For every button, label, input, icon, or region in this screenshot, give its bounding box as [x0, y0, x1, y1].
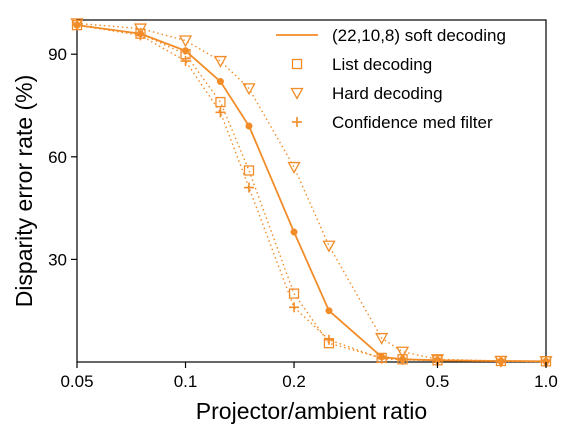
series-line: [76, 22, 547, 363]
data-point: [325, 307, 333, 315]
data-point: [397, 354, 408, 365]
data-point: [72, 20, 82, 31]
data-point: [133, 23, 148, 36]
legend-label: Hard decoding: [332, 84, 443, 103]
y-tick-label: 90: [48, 45, 67, 64]
data-point: [375, 332, 389, 345]
data-point: [213, 55, 228, 68]
legend-item: Confidence med filter: [292, 113, 493, 132]
data-point: [243, 165, 255, 176]
plot-area: [76, 19, 547, 363]
data-point: [243, 182, 254, 193]
data-point: [180, 56, 191, 67]
legend-label: (22,10,8) soft decoding: [332, 26, 506, 45]
data-point: [216, 78, 224, 86]
y-tick-label: 60: [48, 148, 67, 167]
data-point: [215, 107, 226, 118]
x-tick-label: 0.5: [426, 372, 450, 391]
series-1: [71, 19, 552, 367]
data-point: [289, 302, 300, 313]
legend-item: (22,10,8) soft decoding: [276, 26, 506, 45]
y-tick-label: 30: [48, 250, 67, 269]
legend-label: Confidence med filter: [332, 113, 493, 132]
data-point: [395, 346, 410, 359]
data-point: [245, 122, 253, 130]
x-tick-label: 0.1: [174, 372, 198, 391]
data-point: [288, 288, 300, 299]
legend-item: List decoding: [291, 55, 432, 74]
series-0: [73, 21, 550, 365]
legend: (22,10,8) soft decoding List decoding Hard…: [276, 26, 506, 132]
data-point: [430, 354, 445, 367]
data-point: [376, 353, 387, 364]
y-axis-label: Disparity error rate (%): [11, 75, 37, 308]
data-point: [215, 96, 226, 108]
x-axis-label: Projector/ambient ratio: [196, 398, 427, 424]
legend-label: List decoding: [332, 55, 432, 74]
ticks-layer: 0.05 0.1 0.2 0.5 1.0 30 60 90: [48, 45, 558, 391]
series-line: [76, 24, 547, 363]
series-3: [72, 20, 551, 367]
x-tick-label: 0.05: [60, 372, 93, 391]
data-point: [178, 35, 193, 48]
data-point: [291, 58, 303, 70]
data-point: [290, 87, 304, 100]
data-point: [290, 228, 298, 236]
series-line: [76, 24, 547, 363]
data-point: [495, 356, 506, 367]
data-point: [242, 83, 256, 96]
plot-frame: [76, 19, 547, 363]
x-tick-label: 0.2: [282, 372, 306, 391]
data-point: [323, 334, 334, 345]
series-2: [70, 18, 553, 369]
data-point: [70, 18, 84, 31]
series-line: [76, 24, 547, 363]
data-point: [182, 47, 190, 55]
x-tick-label: 1.0: [534, 372, 558, 391]
legend-item: Hard decoding: [290, 84, 443, 103]
data-point: [322, 240, 336, 253]
data-point: [287, 161, 301, 174]
series-layer: [70, 18, 553, 369]
data-point: [292, 117, 302, 127]
data-point: [135, 30, 146, 41]
